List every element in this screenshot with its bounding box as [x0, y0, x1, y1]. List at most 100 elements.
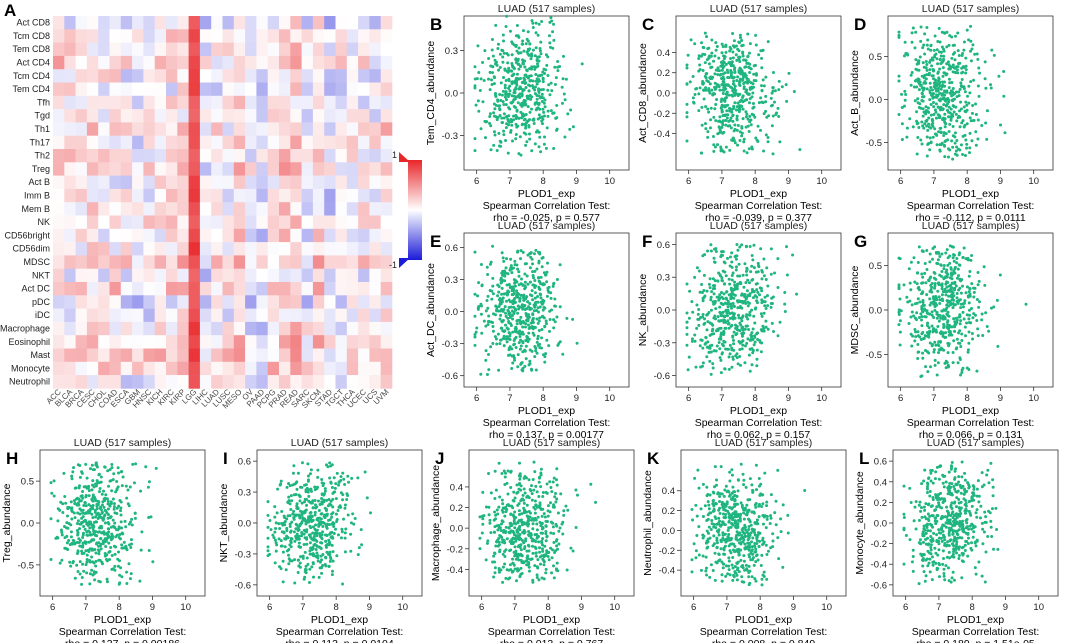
heatmap-cell [177, 149, 189, 163]
data-point [94, 559, 98, 563]
data-point [910, 71, 914, 75]
data-point [953, 325, 957, 329]
data-point [702, 46, 706, 50]
data-point [516, 57, 520, 61]
data-point [545, 126, 549, 130]
data-point [950, 94, 954, 98]
heatmap-cell [98, 321, 110, 336]
data-point [747, 147, 751, 151]
data-point [551, 284, 555, 288]
data-point [767, 114, 771, 118]
data-point [746, 78, 750, 82]
heatmap-cell [279, 188, 291, 203]
data-point [510, 94, 514, 98]
heatmap-cell [109, 188, 122, 203]
data-point [965, 285, 969, 289]
data-point [504, 266, 508, 270]
data-point [971, 43, 975, 47]
data-point [727, 355, 731, 359]
plot-frame [675, 15, 842, 171]
heatmap-cell [380, 135, 393, 150]
data-point [476, 307, 480, 311]
heatmap-cell [188, 162, 201, 176]
heatmap-cell [233, 95, 246, 110]
panel-letter-C: C [642, 15, 654, 34]
data-point [280, 509, 284, 513]
data-point [119, 513, 123, 517]
data-point [711, 287, 715, 291]
data-point [958, 263, 962, 267]
data-point [962, 246, 966, 250]
heatmap-cell [312, 135, 325, 150]
data-point [701, 296, 705, 300]
data-point [959, 279, 963, 283]
data-point [83, 518, 87, 522]
data-point [478, 88, 482, 92]
data-point [925, 330, 929, 334]
data-point [731, 355, 735, 359]
data-point [956, 301, 960, 305]
heatmap-cell [98, 348, 110, 363]
data-point [748, 369, 752, 373]
data-point [770, 103, 774, 107]
data-point [540, 122, 544, 126]
data-point [477, 71, 481, 74]
data-point [956, 49, 960, 53]
data-point [920, 91, 924, 95]
data-point [110, 463, 114, 467]
data-point [943, 93, 947, 97]
data-point [527, 53, 531, 57]
heatmap-cell [166, 375, 178, 389]
heatmap-cell [358, 69, 370, 83]
data-point [330, 512, 334, 516]
data-point [921, 107, 925, 111]
data-point [67, 522, 71, 526]
data-point [73, 542, 77, 546]
heatmap-cell [346, 295, 359, 309]
stat-result: rho = 0.113, p = 0.0104 [285, 638, 394, 643]
data-point [956, 341, 960, 345]
data-point [91, 516, 95, 520]
data-point [473, 343, 477, 347]
data-point [289, 494, 293, 498]
data-point [721, 253, 725, 257]
data-point [751, 351, 755, 355]
data-point [316, 499, 320, 503]
data-point [965, 146, 969, 150]
heatmap-cell [98, 228, 110, 243]
heatmap-cell [154, 188, 167, 203]
data-point [795, 292, 799, 296]
data-point [930, 310, 934, 314]
data-point [916, 97, 920, 101]
heatmap-cell [166, 82, 178, 97]
data-point [938, 67, 942, 71]
data-point [119, 509, 122, 513]
heatmap-cell [324, 149, 336, 163]
data-point [739, 363, 743, 367]
data-point [132, 481, 136, 485]
data-point [536, 334, 540, 338]
data-point [94, 482, 98, 486]
data-point [510, 53, 514, 57]
data-point [331, 550, 335, 554]
heatmap-cell [245, 282, 257, 296]
heatmap-cell [132, 375, 144, 389]
heatmap-cell [312, 268, 325, 283]
heatmap-cell [380, 149, 393, 163]
data-point [300, 461, 304, 465]
heatmap-cell [75, 109, 88, 123]
data-point [485, 265, 489, 269]
data-point [521, 88, 525, 92]
data-point [951, 157, 955, 161]
data-point [88, 531, 92, 535]
data-point [722, 331, 726, 335]
x-axis-label: PLOD1_exp [942, 405, 999, 417]
data-point [515, 108, 519, 112]
data-point [932, 101, 936, 105]
heatmap-cell [301, 295, 314, 309]
data-point [770, 124, 774, 128]
data-point [925, 124, 929, 128]
data-point [708, 277, 712, 281]
data-point [929, 85, 933, 89]
data-point [528, 362, 532, 366]
